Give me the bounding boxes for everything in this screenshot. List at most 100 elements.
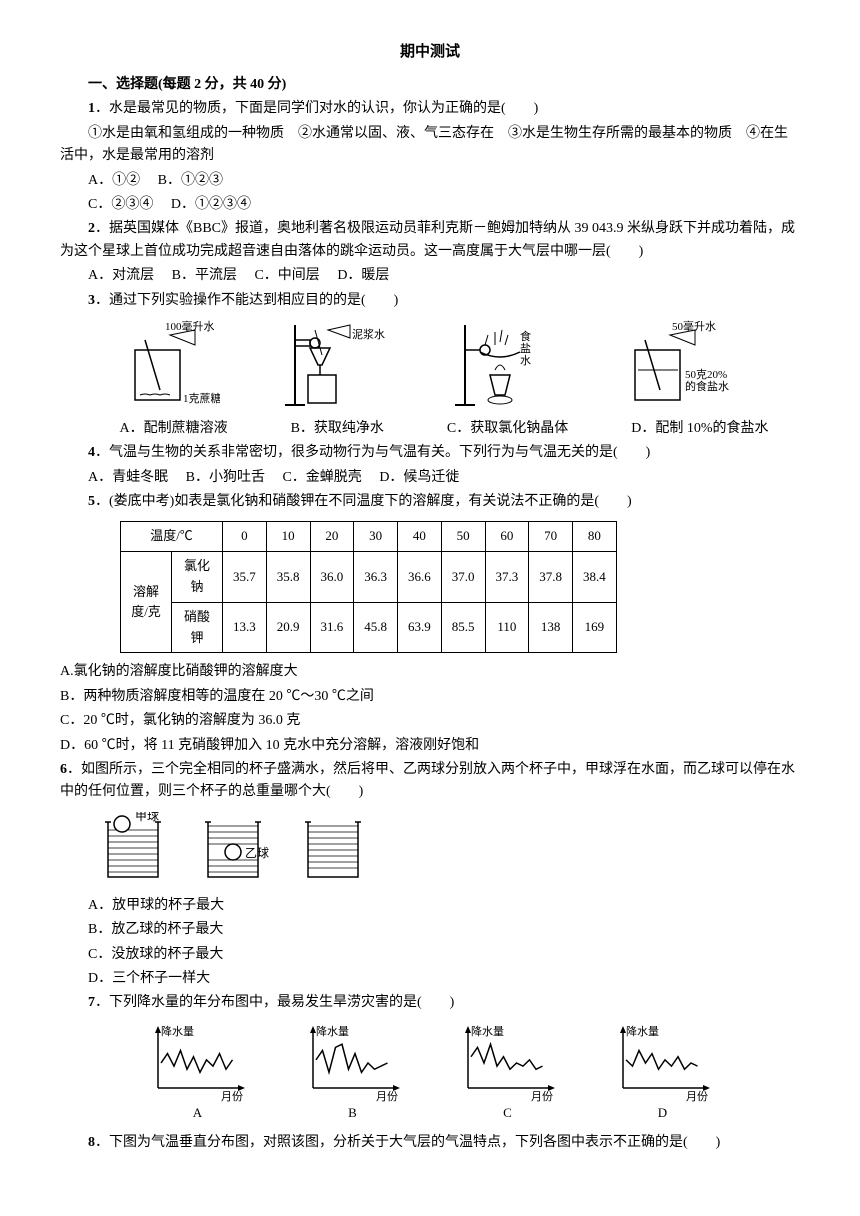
nacl-7: 37.8 [529,552,573,603]
nacl-4: 36.6 [398,552,442,603]
label-jia: 甲球 [135,812,159,823]
q3-diagrams: 100毫升水 1克蔗糖 泥浆水 [80,320,780,410]
q3-diagram-C: 食 盐 水 [450,320,560,410]
q8: 8．下图为气温垂直分布图，对照该图，分析关于大气层的气温特点，下列各图中表示不正… [60,1132,800,1154]
q1-num: 1 [88,101,95,116]
beaker-empty [300,812,380,887]
table-header-row: 温度/℃ 0 10 20 30 40 50 60 70 80 [121,522,617,552]
q7-chart-C: 降水量 月份 C [453,1023,563,1124]
q3-labelB: 泥浆水 [352,327,385,341]
q1-text: ．水是最常见的物质，下面是同学们对水的认识，你认为正确的是( ) [95,101,538,116]
kno3-4: 63.9 [398,602,442,653]
q2-num: 2 [88,221,95,236]
th-8: 80 [573,522,617,552]
q2-text: ．据英国媒体《BBC》报道，奥地利著名极限运动员菲利克斯－鲍姆加特纳从 39 0… [60,221,795,258]
q3-labelA-bottom: 1克蔗糖 [183,391,220,405]
q1-sub: ①水是由氧和氢组成的一种物质 ②水通常以固、液、气三态存在 ③水是生物生存所需的… [60,123,800,168]
table-row-nacl: 溶解度/克 氯化钠 35.7 35.8 36.0 36.3 36.6 37.0 … [121,552,617,603]
exam-title: 期中测试 [60,40,800,64]
q3-labelC-3: 水 [520,354,531,367]
q3: 3．通过下列实验操作不能达到相应目的的是( ) [60,290,800,312]
kno3-5: 85.5 [441,602,485,653]
kno3-8: 169 [573,602,617,653]
q5-num: 5 [88,494,95,509]
q5-optB: B．两种物质溶解度相等的温度在 20 ℃～30 ℃之间 [60,686,800,708]
q5-optD: D．60 ℃时，将 11 克硝酸钾加入 10 克水中充分溶解，溶液刚好饱和 [60,735,800,757]
q1-optD: D．①②③④ [171,197,251,212]
beaker-jia: 甲球 [100,812,180,887]
kno3-1: 20.9 [266,602,310,653]
section-1-header: 一、选择题(每题 2 分，共 40 分) [60,74,800,96]
q7-num: 7 [88,995,95,1010]
q5-optC: C．20 ℃时，氯化钠的溶解度为 36.0 克 [60,710,800,732]
q6-text: ．如图所示，三个完全相同的杯子盛满水，然后将甲、乙两球分别放入两个杯子中，甲球浮… [60,762,795,799]
svg-text:月份: 月份 [376,1090,398,1103]
q1-optC: C．②③④ [88,197,153,212]
q5-optA: A.氯化钠的溶解度比硝酸钾的溶解度大 [60,661,800,683]
q4-opts: A．青蛙冬眠 B．小狗吐舌 C．金蝉脱壳 D．候鸟迁徙 [60,467,800,489]
q4-num: 4 [88,445,95,460]
q7-optA: A [193,1103,202,1124]
q1-optA: A．①② [88,173,140,188]
chart-C-svg: 降水量 月份 [453,1023,563,1103]
th-5: 50 [441,522,485,552]
q4-optC: C．金蝉脱壳 [282,470,361,485]
beaker-yi: 乙球 [200,812,280,887]
q1-opts-row2: C．②③④ D．①②③④ [60,194,800,216]
chart-D-svg: 降水量 月份 [608,1023,718,1103]
q4-text: ．气温与生物的关系非常密切，很多动物行为与气温有关。下列行为与气温无关的是( ) [95,445,650,460]
q3-text: ．通过下列实验操作不能达到相应目的的是( ) [95,293,398,308]
svg-text:降水量: 降水量 [471,1024,504,1038]
nacl-8: 38.4 [573,552,617,603]
nacl-2: 36.0 [310,552,354,603]
th-6: 60 [485,522,529,552]
q7-charts: 降水量 月份 A 降水量 月份 B 降水量 月份 C [120,1023,740,1124]
nacl-0: 35.7 [223,552,267,603]
th-temp: 温度/℃ [121,522,223,552]
q3-labelC-1: 食 [520,329,531,343]
kno3-2: 31.6 [310,602,354,653]
q4-optB: B．小狗吐舌 [186,470,265,485]
q3-num: 3 [88,293,95,308]
q8-text: ．下图为气温垂直分布图，对照该图，分析关于大气层的气温特点，下列各图中表示不正确… [95,1135,720,1150]
td-kno3: 硝酸钾 [172,602,223,653]
nacl-3: 36.3 [354,552,398,603]
kno3-3: 45.8 [354,602,398,653]
q4: 4．气温与生物的关系非常密切，很多动物行为与气温有关。下列行为与气温无关的是( … [60,442,800,464]
q6-num: 6 [60,762,67,777]
td-nacl: 氯化钠 [172,552,223,603]
q8-num: 8 [88,1135,95,1150]
q3-optC: C．获取氯化钠晶体 [447,418,568,440]
q6-diagrams: 甲球 乙球 [100,812,760,887]
chart-A-svg: 降水量 月份 [143,1023,253,1103]
q6-optC: C．没放球的杯子最大 [88,944,800,966]
svg-text:降水量: 降水量 [626,1024,659,1038]
q3-optD: D．配制 10%的食盐水 [631,418,768,440]
table-row-kno3: 硝酸钾 13.3 20.9 31.6 45.8 63.9 85.5 110 13… [121,602,617,653]
q3-labelD-b1: 50克20% [685,368,727,381]
q7-text: ．下列降水量的年分布图中，最易发生旱涝灾害的是( ) [95,995,454,1010]
q3-diagram-A: 100毫升水 1克蔗糖 [110,320,220,410]
nacl-1: 35.8 [266,552,310,603]
th-3: 30 [354,522,398,552]
q6: 6．如图所示，三个完全相同的杯子盛满水，然后将甲、乙两球分别放入两个杯子中，甲球… [60,759,800,804]
td-solubility-label: 溶解度/克 [121,552,172,653]
q1-optB: B．①②③ [158,173,223,188]
svg-text:月份: 月份 [531,1090,553,1103]
th-1: 10 [266,522,310,552]
q7-optB: B [348,1103,357,1124]
nacl-6: 37.3 [485,552,529,603]
q2-opts: A．对流层 B．平流层 C．中间层 D．暖层 [60,265,800,287]
q3-labelD-b2: 的食盐水 [685,379,729,393]
q3-optB: B．获取纯净水 [291,418,384,440]
q5-table: 温度/℃ 0 10 20 30 40 50 60 70 80 溶解度/克 氯化钠… [120,521,617,653]
q6-optB: B．放乙球的杯子最大 [88,919,800,941]
q2: 2．据英国媒体《BBC》报道，奥地利著名极限运动员菲利克斯－鲍姆加特纳从 39 … [60,218,800,263]
th-2: 20 [310,522,354,552]
kno3-6: 110 [485,602,529,653]
th-0: 0 [223,522,267,552]
q6-optA: A．放甲球的杯子最大 [88,895,800,917]
q4-optD: D．候鸟迁徙 [379,470,459,485]
q7-chart-A: 降水量 月份 A [143,1023,253,1124]
q6-optD: D．三个杯子一样大 [88,968,800,990]
